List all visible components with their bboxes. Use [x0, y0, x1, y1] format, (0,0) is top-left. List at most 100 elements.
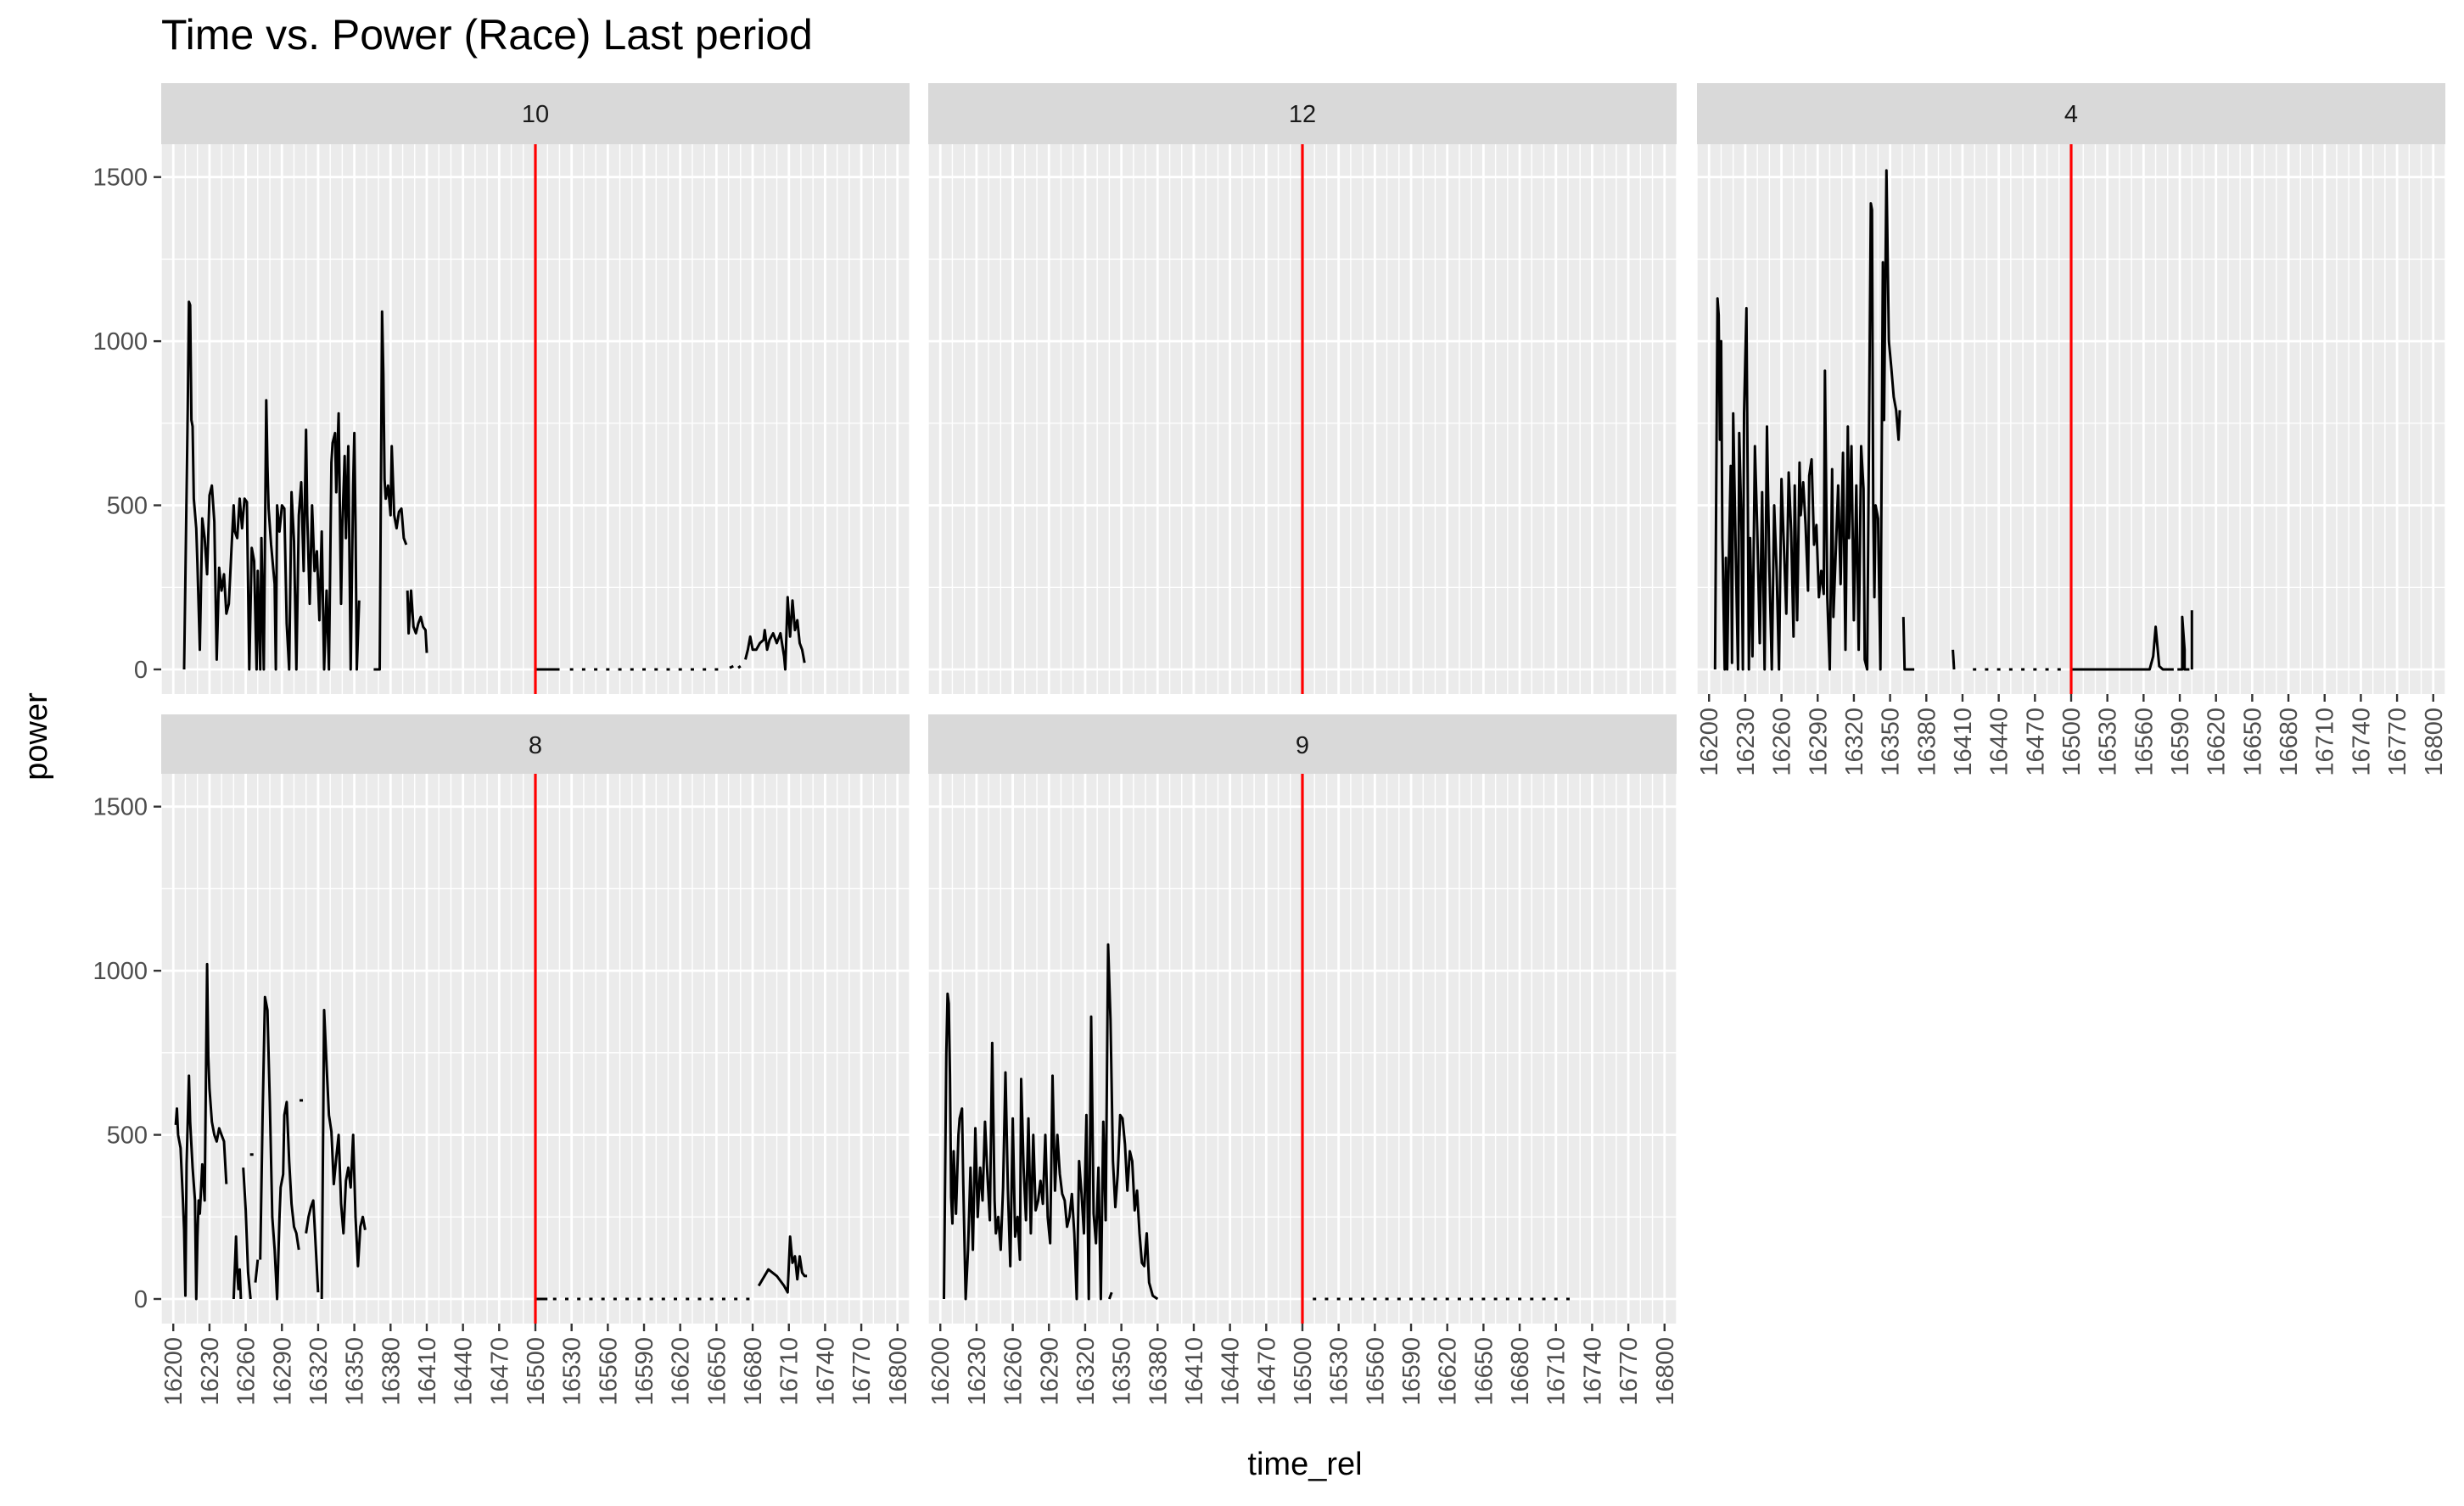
- x-tick-label: 16740: [1579, 1337, 1606, 1406]
- power-line-segment: [2071, 625, 2174, 671]
- x-tick-label: 16260: [1769, 708, 1796, 776]
- x-tick-label: 16680: [1507, 1337, 1534, 1406]
- x-tick-label: 16410: [1950, 708, 1977, 776]
- x-tick-label: 16200: [1696, 708, 1723, 776]
- x-tick-label: 16770: [848, 1337, 876, 1406]
- x-tick-label: 16590: [2167, 708, 2194, 776]
- x-tick-label: 16470: [2022, 708, 2049, 776]
- gridlines: [927, 774, 1677, 1324]
- x-tick-label: 16740: [2348, 708, 2375, 776]
- facet-strip: [161, 83, 910, 144]
- x-tick-label: 16440: [1218, 1337, 1245, 1406]
- x-tick-label: 16350: [1878, 708, 1905, 776]
- facet-strip-label: 12: [1289, 101, 1316, 128]
- x-tick-label: 16530: [2095, 708, 2122, 776]
- series-lines: [943, 943, 1570, 1301]
- y-tick-label: 1000: [92, 328, 148, 356]
- x-tick-label: 16230: [1733, 708, 1760, 776]
- y-tick-label: 1500: [92, 794, 148, 821]
- power-line-segment: [729, 664, 734, 669]
- facet-panel-10: 10 0 500 1000 1500: [92, 83, 910, 694]
- power-line-segment: [182, 300, 361, 671]
- power-line-segment: [1901, 617, 1915, 671]
- facet-panel-12: 12: [927, 83, 1677, 694]
- power-line-segment: [737, 664, 742, 669]
- power-line-segment: [943, 943, 1159, 1301]
- x-tick-label: 16380: [1145, 1337, 1172, 1406]
- x-tick-label: 16320: [305, 1337, 333, 1406]
- power-line-segment: [757, 1235, 808, 1294]
- power-line-segment: [174, 962, 228, 1301]
- x-tick-label: 16530: [1326, 1337, 1353, 1406]
- x-tick-label: 16560: [595, 1337, 622, 1406]
- x-tick-label: 16410: [1181, 1337, 1208, 1406]
- x-tick-label: 16230: [197, 1337, 224, 1406]
- x-tick-label: 16440: [451, 1337, 478, 1406]
- power-line-segment: [2177, 615, 2190, 671]
- power-line-segment: [254, 1259, 260, 1283]
- x-tick-label: 16800: [1652, 1337, 1679, 1406]
- gridlines: [1696, 144, 2446, 694]
- gridlines: [927, 144, 1677, 694]
- power-line-segment: [320, 1009, 367, 1300]
- x-tick-label: 16680: [2276, 708, 2303, 776]
- facet-strip-label: 8: [529, 732, 542, 759]
- facet-strip-label: 10: [522, 101, 549, 128]
- x-tick-label: 16500: [2058, 708, 2086, 776]
- x-tick-label: 16440: [1986, 708, 2013, 776]
- x-axis-title: time_rel: [1247, 1447, 1362, 1482]
- y-axis-title: power: [19, 692, 54, 781]
- x-tick-label: 16770: [2384, 708, 2411, 776]
- chart-title: Time vs. Power (Race) Last period: [161, 11, 813, 59]
- series-lines: [174, 962, 808, 1301]
- x-tick-label: 16290: [269, 1337, 296, 1406]
- x-tick-label: 16350: [342, 1337, 369, 1406]
- facet-strip-label: 4: [2064, 101, 2078, 128]
- y-tick-label: 500: [107, 493, 148, 520]
- power-line-segment: [305, 1199, 320, 1293]
- x-tick-label: 16680: [740, 1337, 767, 1406]
- facet-strip-label: 9: [1296, 732, 1309, 759]
- x-tick-label: 16800: [885, 1337, 912, 1406]
- x-tick-label: 16590: [1398, 1337, 1425, 1406]
- power-line-segment: [373, 310, 408, 671]
- power-line-segment: [744, 596, 806, 671]
- x-tick-label: 16620: [1435, 1337, 1462, 1406]
- x-tick-label: 16470: [486, 1337, 513, 1406]
- x-tick-label: 16380: [378, 1337, 405, 1406]
- x-tick-label: 16650: [1470, 1337, 1498, 1406]
- x-tick-label: 16500: [1290, 1337, 1317, 1406]
- x-tick-label: 16500: [523, 1337, 550, 1406]
- x-tick-label: 16740: [812, 1337, 839, 1406]
- x-tick-label: 16470: [1253, 1337, 1280, 1406]
- facet-panel-4: 4 16200 16230 16260 16290 16320 16350 16380 1641…: [1696, 83, 2448, 776]
- x-tick-label: 16560: [2131, 708, 2158, 776]
- x-tick-label: 16200: [927, 1337, 955, 1406]
- series-lines: [182, 300, 806, 671]
- facet-panel-8: 8 0 500 1000 1500 16200 16230 16260 16290 16320 16…: [92, 714, 912, 1406]
- power-line-segment: [1952, 649, 1956, 670]
- x-tick-label: 16320: [1072, 1337, 1100, 1406]
- power-line-segment: [406, 589, 428, 653]
- power-line-segment: [232, 1235, 243, 1300]
- facet-strip: [928, 714, 1677, 775]
- power-line-segment: [1713, 169, 1901, 671]
- x-tick-label: 16800: [2421, 708, 2448, 776]
- x-tick-label: 16650: [2239, 708, 2266, 776]
- facet-strip: [928, 83, 1677, 144]
- x-tick-label: 16290: [1805, 708, 1832, 776]
- x-tick-label: 16410: [414, 1337, 441, 1406]
- series-lines: [1713, 169, 2193, 671]
- x-tick-label: 16590: [631, 1337, 658, 1406]
- facet-strip: [161, 714, 910, 775]
- x-tick-label: 16350: [1109, 1337, 1136, 1406]
- y-tick-label: 500: [107, 1123, 148, 1150]
- x-tick-label: 16380: [1913, 708, 1940, 776]
- x-tick-label: 16290: [1036, 1337, 1063, 1406]
- y-tick-label: 0: [134, 657, 148, 684]
- x-tick-label: 16620: [668, 1337, 695, 1406]
- x-tick-label: 16230: [964, 1337, 991, 1406]
- y-tick-label: 0: [134, 1286, 148, 1313]
